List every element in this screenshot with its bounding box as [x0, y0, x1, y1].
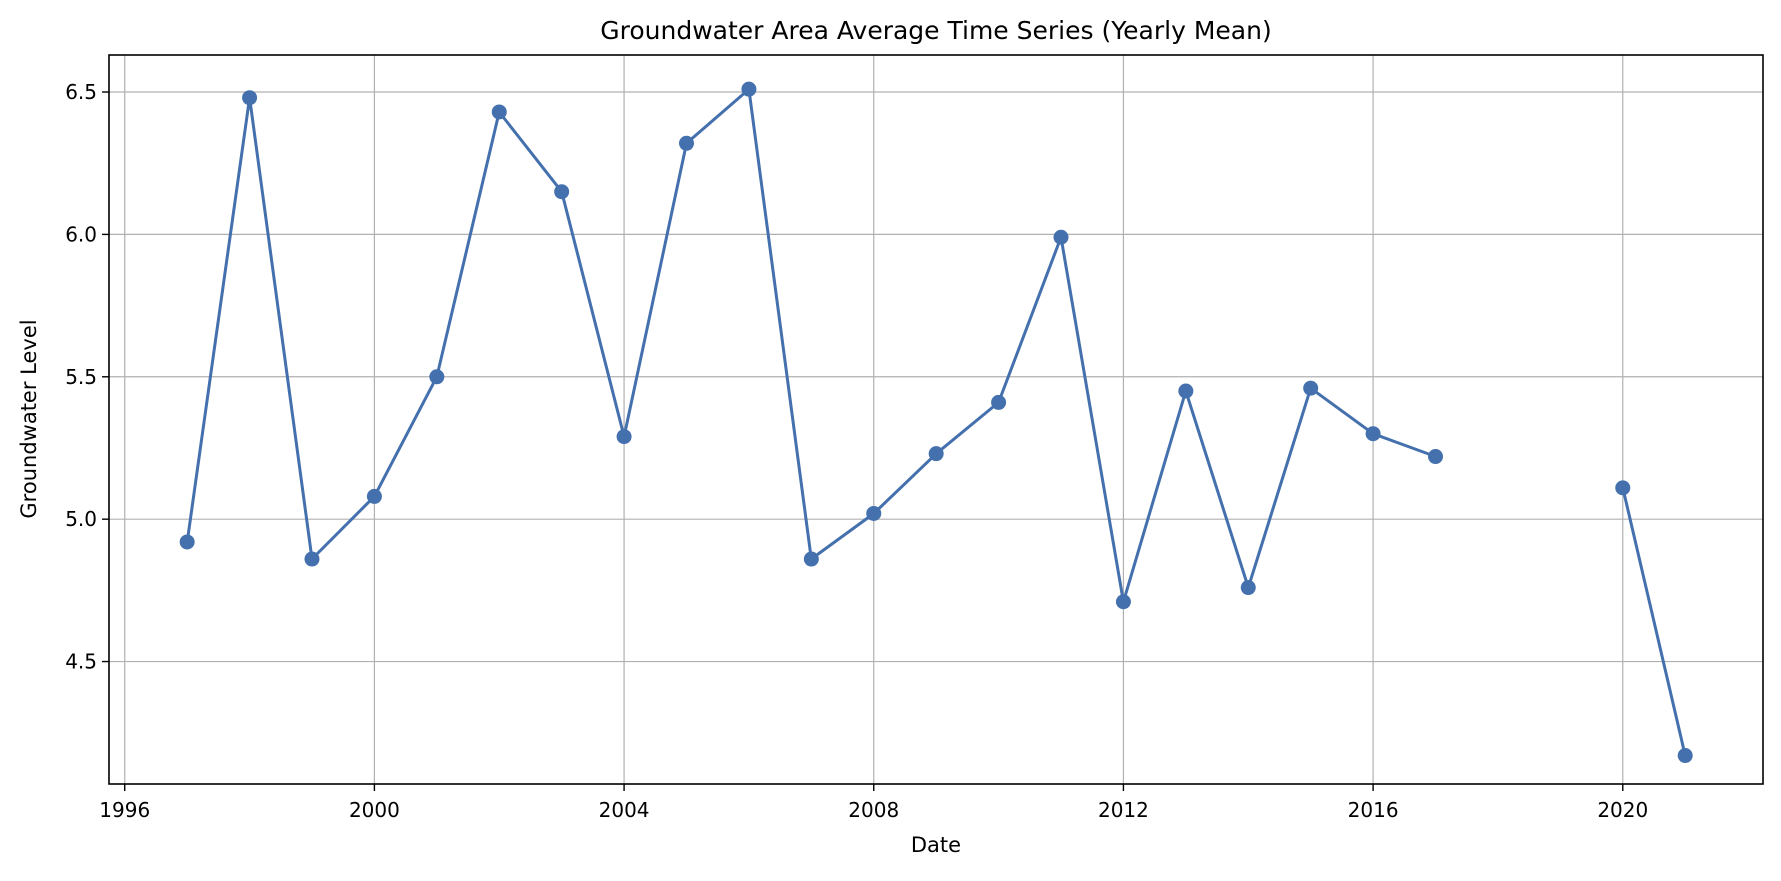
- data-point: [429, 369, 445, 385]
- data-point: [366, 488, 382, 504]
- x-tick-label: 2008: [848, 798, 899, 822]
- x-tick-label: 1996: [99, 798, 150, 822]
- data-point: [1615, 480, 1631, 496]
- data-point: [803, 551, 819, 567]
- data-point: [491, 104, 507, 120]
- data-markers: [179, 81, 1693, 764]
- x-tick-label: 2012: [1098, 798, 1149, 822]
- data-point: [242, 90, 258, 106]
- grid: [109, 55, 1763, 784]
- data-point: [616, 429, 632, 445]
- data-point: [678, 135, 694, 151]
- x-tick-label: 2016: [1348, 798, 1399, 822]
- series-line: [1621, 486, 1687, 757]
- chart-title: Groundwater Area Average Time Series (Ye…: [600, 16, 1271, 45]
- data-point: [991, 394, 1007, 410]
- data-point: [1303, 380, 1319, 396]
- y-tick-label: 6.5: [65, 80, 97, 104]
- data-point: [304, 551, 320, 567]
- y-axis-label: Groundwater Level: [17, 319, 41, 518]
- data-point: [1677, 748, 1693, 764]
- data-point: [741, 81, 757, 97]
- x-tick-label: 2004: [599, 798, 650, 822]
- data-point: [1428, 449, 1444, 465]
- x-tick-label: 2000: [349, 798, 400, 822]
- x-axis-label: Date: [911, 833, 961, 857]
- data-point: [866, 505, 882, 521]
- y-axis-ticks: 4.5 5.0 5.5 6.0 6.5: [65, 80, 109, 674]
- y-tick-label: 5.0: [65, 507, 97, 531]
- x-axis-ticks: 1996 2000 2004 2008 2012 2016 2020: [99, 784, 1648, 822]
- data-point: [1240, 580, 1256, 596]
- data-point: [1115, 594, 1131, 610]
- data-point: [554, 184, 570, 200]
- y-tick-label: 4.5: [65, 650, 97, 674]
- data-point: [1053, 229, 1069, 245]
- x-tick-label: 2020: [1597, 798, 1648, 822]
- data-point: [928, 446, 944, 462]
- data-point: [1178, 383, 1194, 399]
- y-tick-label: 6.0: [65, 222, 97, 246]
- plot-frame: [108, 54, 1764, 785]
- series-line-group: [185, 87, 1687, 757]
- data-point: [1365, 426, 1381, 442]
- y-tick-label: 5.5: [65, 365, 97, 389]
- data-point: [179, 534, 195, 550]
